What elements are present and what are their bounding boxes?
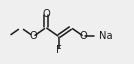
Text: O: O xyxy=(80,31,88,41)
Text: F: F xyxy=(56,45,61,55)
Text: Na: Na xyxy=(99,31,112,41)
Text: O: O xyxy=(30,31,37,41)
Text: O: O xyxy=(42,9,50,19)
